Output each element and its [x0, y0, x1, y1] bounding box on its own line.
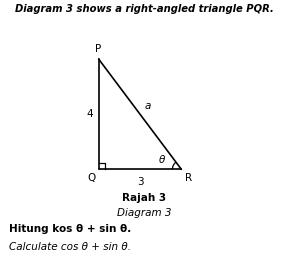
Text: R: R — [185, 173, 192, 183]
Text: Hitung kos θ + sin θ.: Hitung kos θ + sin θ. — [9, 224, 131, 234]
Text: Q: Q — [87, 173, 95, 183]
Text: a: a — [145, 101, 151, 111]
Text: Rajah 3: Rajah 3 — [122, 193, 166, 203]
Text: Calculate cos θ + sin θ.: Calculate cos θ + sin θ. — [9, 242, 131, 252]
Text: P: P — [96, 44, 102, 54]
Text: Diagram 3: Diagram 3 — [117, 208, 171, 218]
Text: 3: 3 — [137, 177, 143, 187]
Text: Diagram 3 shows a right-angled triangle PQR.: Diagram 3 shows a right-angled triangle … — [15, 4, 273, 14]
Text: 4: 4 — [86, 109, 93, 119]
Text: θ: θ — [158, 155, 165, 165]
